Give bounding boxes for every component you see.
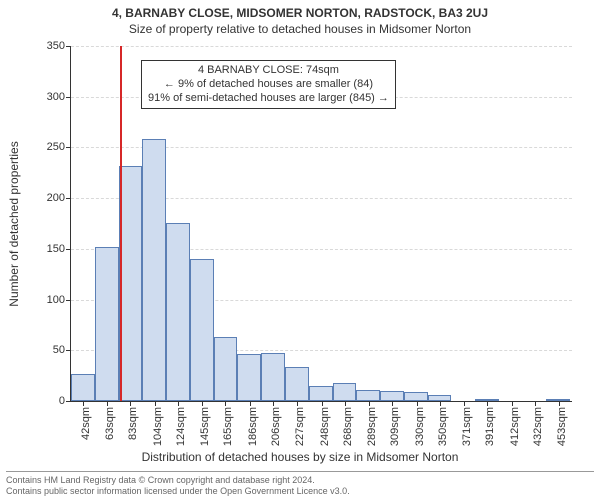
y-tick-mark: [66, 46, 71, 47]
annotation-line: ← 9% of detached houses are smaller (84): [148, 78, 389, 92]
x-tick-mark: [512, 401, 513, 406]
y-tick-mark: [66, 300, 71, 301]
histogram-bar: [214, 337, 238, 401]
x-tick-mark: [155, 401, 156, 406]
x-tick-mark: [487, 401, 488, 406]
histogram-bar: [404, 392, 428, 401]
x-tick-label: 289sqm: [366, 407, 378, 446]
histogram-bar: [333, 383, 357, 401]
footer-attribution: Contains HM Land Registry data © Crown c…: [6, 471, 594, 497]
x-tick-mark: [83, 401, 84, 406]
x-tick-label: 83sqm: [127, 407, 139, 440]
x-tick-label: 206sqm: [270, 407, 282, 446]
y-tick-mark: [66, 147, 71, 148]
x-tick-label: 453sqm: [556, 407, 568, 446]
x-tick-label: 227sqm: [294, 407, 306, 446]
annotation-box: 4 BARNABY CLOSE: 74sqm← 9% of detached h…: [141, 60, 396, 109]
x-tick-label: 412sqm: [509, 407, 521, 446]
footer-line-1: Contains HM Land Registry data © Crown c…: [6, 475, 594, 486]
y-axis-label: Number of detached properties: [7, 141, 21, 306]
annotation-line: 4 BARNABY CLOSE: 74sqm: [148, 64, 389, 78]
gridline: [71, 46, 572, 47]
y-tick-mark: [66, 350, 71, 351]
x-tick-label: 330sqm: [414, 407, 426, 446]
histogram-bar: [261, 353, 285, 401]
x-tick-label: 371sqm: [461, 407, 473, 446]
x-tick-mark: [297, 401, 298, 406]
y-tick-mark: [66, 97, 71, 98]
histogram-bar: [237, 354, 261, 401]
plot-area: 05010015020025030035042sqm63sqm83sqm104s…: [70, 46, 572, 402]
x-tick-label: 145sqm: [199, 407, 211, 446]
y-tick-mark: [66, 401, 71, 402]
chart-title: 4, BARNABY CLOSE, MIDSOMER NORTON, RADST…: [0, 0, 600, 20]
marker-line: [120, 46, 122, 401]
x-tick-label: 350sqm: [437, 407, 449, 446]
histogram-bar: [356, 390, 380, 401]
x-tick-mark: [322, 401, 323, 406]
histogram-bar: [285, 367, 309, 401]
x-tick-mark: [202, 401, 203, 406]
x-tick-label: 42sqm: [80, 407, 92, 440]
histogram-bar: [71, 374, 95, 401]
x-tick-label: 124sqm: [175, 407, 187, 446]
x-tick-mark: [369, 401, 370, 406]
x-tick-label: 104sqm: [152, 407, 164, 446]
x-tick-mark: [392, 401, 393, 406]
x-axis-label: Distribution of detached houses by size …: [0, 450, 600, 464]
chart-container: 4, BARNABY CLOSE, MIDSOMER NORTON, RADST…: [0, 0, 600, 500]
histogram-bar: [166, 223, 190, 402]
chart-subtitle: Size of property relative to detached ho…: [0, 20, 600, 36]
histogram-bar: [190, 259, 214, 401]
x-tick-mark: [130, 401, 131, 406]
x-tick-mark: [225, 401, 226, 406]
x-tick-mark: [417, 401, 418, 406]
histogram-bar: [142, 139, 166, 401]
x-tick-label: 432sqm: [532, 407, 544, 446]
footer-line-2: Contains public sector information licen…: [6, 486, 594, 497]
x-tick-label: 63sqm: [104, 407, 116, 440]
y-tick-mark: [66, 198, 71, 199]
x-tick-label: 309sqm: [389, 407, 401, 446]
y-tick-mark: [66, 249, 71, 250]
x-tick-label: 248sqm: [319, 407, 331, 446]
histogram-bar: [95, 247, 119, 401]
x-tick-mark: [535, 401, 536, 406]
x-tick-label: 186sqm: [247, 407, 259, 446]
x-tick-mark: [250, 401, 251, 406]
x-tick-label: 165sqm: [222, 407, 234, 446]
x-tick-mark: [273, 401, 274, 406]
x-tick-mark: [178, 401, 179, 406]
x-tick-mark: [440, 401, 441, 406]
annotation-line: 91% of semi-detached houses are larger (…: [148, 92, 389, 106]
x-tick-label: 268sqm: [342, 407, 354, 446]
histogram-bar: [119, 166, 143, 401]
histogram-bar: [380, 391, 404, 401]
histogram-bar: [309, 386, 333, 401]
x-tick-mark: [559, 401, 560, 406]
x-tick-mark: [107, 401, 108, 406]
x-tick-mark: [464, 401, 465, 406]
x-tick-label: 391sqm: [484, 407, 496, 446]
x-tick-mark: [345, 401, 346, 406]
